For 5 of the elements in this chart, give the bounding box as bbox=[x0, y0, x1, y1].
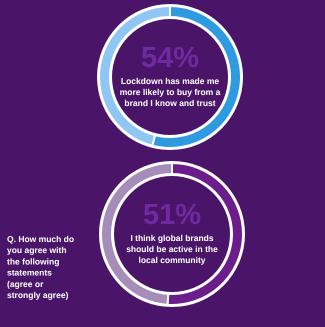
text: I think global brands should be active in the local community bbox=[126, 233, 218, 265]
text: Q. How much do you agree with the following statements (agree or strongly agree) bbox=[7, 234, 74, 300]
data-label: 54% bbox=[140, 42, 200, 74]
text: Lockdown has made me more likely to buy from a brand I know and trust bbox=[120, 76, 221, 108]
data-label: 51% bbox=[142, 199, 202, 231]
